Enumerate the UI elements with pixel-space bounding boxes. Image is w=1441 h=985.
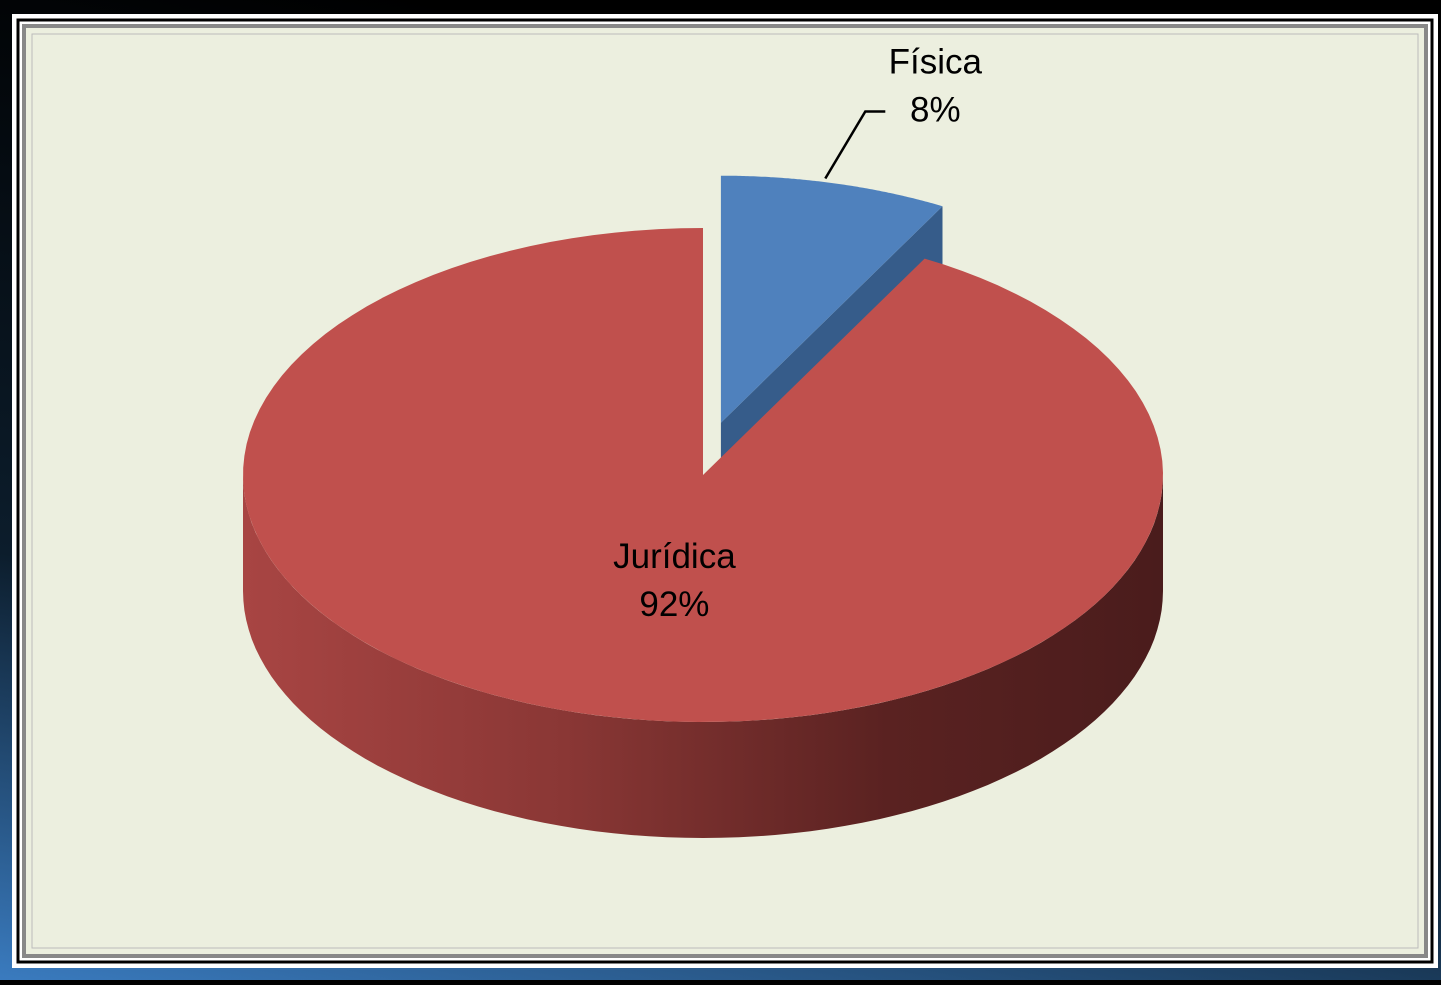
slice-side [243,475,1163,838]
pie-slice [720,175,943,423]
plot-area-border [31,33,1419,949]
data-label-value: 92% [639,585,709,624]
leader-line [824,110,886,180]
data-label-category: Jurídica [613,537,736,576]
frame-line [16,18,1434,964]
pie-slice [243,228,1164,722]
data-label-value: 8% [910,91,961,130]
data-label-category: Física [889,43,983,82]
